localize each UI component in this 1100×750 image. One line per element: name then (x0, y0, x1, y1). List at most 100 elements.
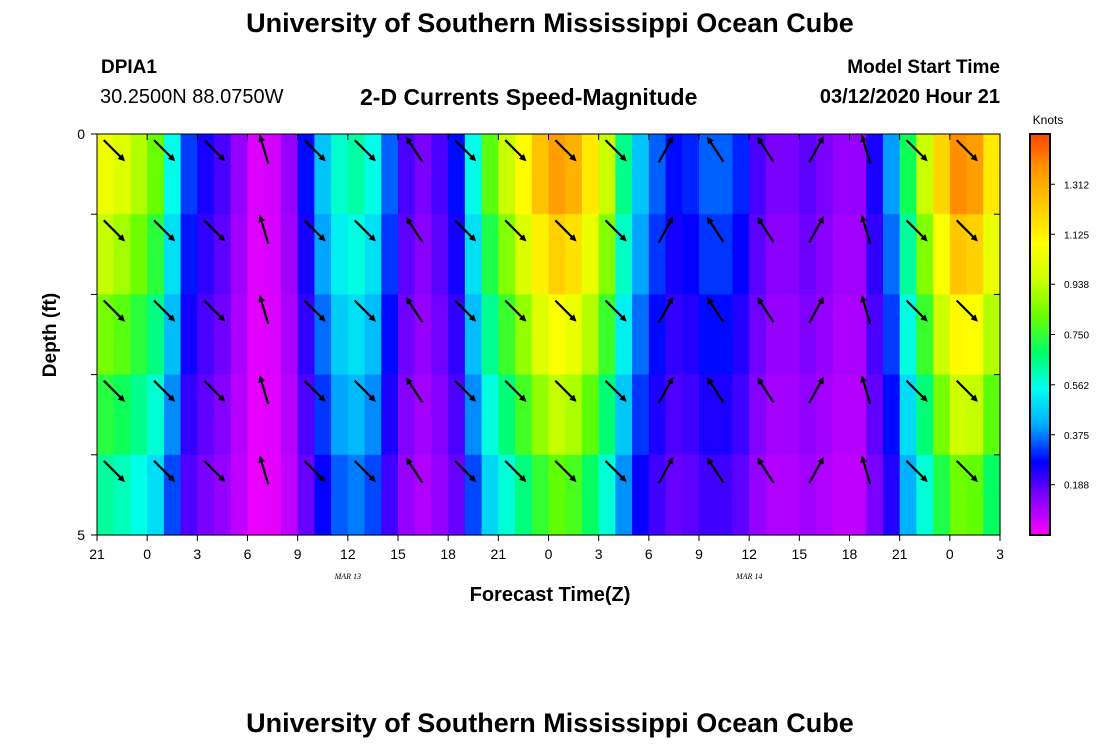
heatmap-cell (699, 454, 717, 536)
heatmap-cell (130, 294, 148, 376)
current-arrow (303, 379, 326, 402)
heatmap-cell (581, 294, 600, 376)
heatmap-cell (280, 214, 299, 295)
heatmap-cell (398, 134, 416, 215)
heatmap-cell (665, 454, 683, 536)
heatmap-cell (431, 374, 449, 456)
heatmap-cell (615, 294, 633, 376)
y-axis-ticks: 05 (77, 126, 1000, 543)
current-arrow (955, 299, 978, 322)
heatmap-cell (113, 214, 132, 295)
colorbar-tick-label: 0.750 (1064, 331, 1089, 342)
current-arrow (707, 216, 725, 243)
heatmap-cell (966, 294, 984, 376)
heatmap-cell (699, 374, 717, 456)
current-arrow (406, 136, 424, 163)
x-tick-label: 21 (491, 546, 507, 562)
current-arrow (955, 219, 978, 242)
heatmap-cell (347, 454, 366, 536)
heatmap-cell (381, 374, 399, 456)
heatmap-cell (615, 214, 633, 295)
heatmap-cell (816, 294, 834, 376)
x-tick-label: 9 (695, 546, 703, 562)
y-tick-label: 0 (77, 126, 85, 142)
current-arrow (905, 379, 928, 402)
heatmap-cell (214, 454, 232, 536)
current-arrow (153, 139, 176, 162)
heatmap-cell (113, 134, 132, 215)
heatmap-cell (197, 374, 215, 456)
heatmap-cell (147, 454, 165, 536)
current-arrow (860, 375, 872, 405)
current-arrow (504, 139, 527, 162)
heatmap-cell (230, 134, 249, 215)
current-arrow (860, 214, 872, 244)
current-arrow (604, 299, 627, 322)
current-arrow (808, 136, 824, 163)
heatmap-cell (163, 134, 182, 215)
heatmap-cell (832, 374, 851, 456)
heatmap-cell (531, 374, 550, 456)
heatmap-cell (983, 134, 1001, 215)
current-arrow (203, 379, 226, 402)
current-arrow (103, 379, 126, 402)
heatmap-cell (648, 454, 667, 536)
heatmap-cell (147, 294, 165, 376)
heatmap-cell (464, 294, 483, 376)
heatmap-cell (765, 294, 784, 376)
current-arrow (905, 460, 928, 483)
heatmap-cell (364, 214, 382, 295)
current-arrow (153, 219, 176, 242)
heatmap-cell (264, 214, 282, 295)
heatmap-cell (849, 454, 867, 536)
heatmap-cell (581, 454, 600, 536)
current-arrow (454, 460, 477, 483)
heatmap-cell (832, 294, 851, 376)
current-arrow (504, 299, 527, 322)
x-tick-label: 0 (143, 546, 151, 562)
heatmap-cell (381, 214, 399, 295)
heatmap-cell (331, 454, 349, 536)
chart-title: 2-D Currents Speed-Magnitude (360, 84, 698, 110)
x-tick-label: 18 (842, 546, 858, 562)
heatmap-cell (849, 214, 867, 295)
heatmap-cell (448, 294, 466, 376)
heatmap-cell (280, 294, 299, 376)
heatmap-cell (899, 294, 917, 376)
y-tick-label: 5 (77, 527, 85, 543)
date-label: MAR 14 (735, 572, 762, 581)
colorbar-scale (1029, 133, 1051, 536)
heatmap-cell (632, 134, 650, 215)
current-arrow (203, 219, 226, 242)
x-tick-label: 21 (89, 546, 105, 562)
heatmap-cell (531, 454, 550, 536)
heatmap-cell (297, 294, 315, 376)
heatmap-cell (97, 454, 115, 536)
current-arrow (707, 377, 725, 404)
heatmap-cell (749, 214, 767, 295)
current-arrow (554, 379, 577, 402)
heatmap-cell (180, 374, 198, 456)
current-arrow (757, 297, 775, 323)
heatmap-cell (598, 134, 616, 215)
heatmap-cell (715, 134, 734, 215)
heatmap-cell (749, 454, 767, 536)
heatmap-cell (732, 294, 750, 376)
heatmap-cell (548, 134, 566, 215)
heatmap-cell (615, 374, 633, 456)
current-arrow (504, 460, 527, 483)
heatmap-cell (799, 134, 817, 215)
heatmap-cell (749, 374, 767, 456)
x-tick-label: 3 (193, 546, 201, 562)
current-arrow (657, 376, 674, 404)
heatmap-cell (548, 454, 566, 536)
heatmap-cell (983, 214, 1001, 295)
x-tick-label: 6 (244, 546, 252, 562)
heatmap-cell (531, 134, 550, 215)
heatmap-cell (515, 214, 533, 295)
heatmap-cell (481, 134, 499, 215)
heatmap-cell (882, 454, 901, 536)
x-tick-label: 0 (946, 546, 954, 562)
heatmap-cell (665, 374, 683, 456)
heatmap-cell (515, 454, 533, 536)
